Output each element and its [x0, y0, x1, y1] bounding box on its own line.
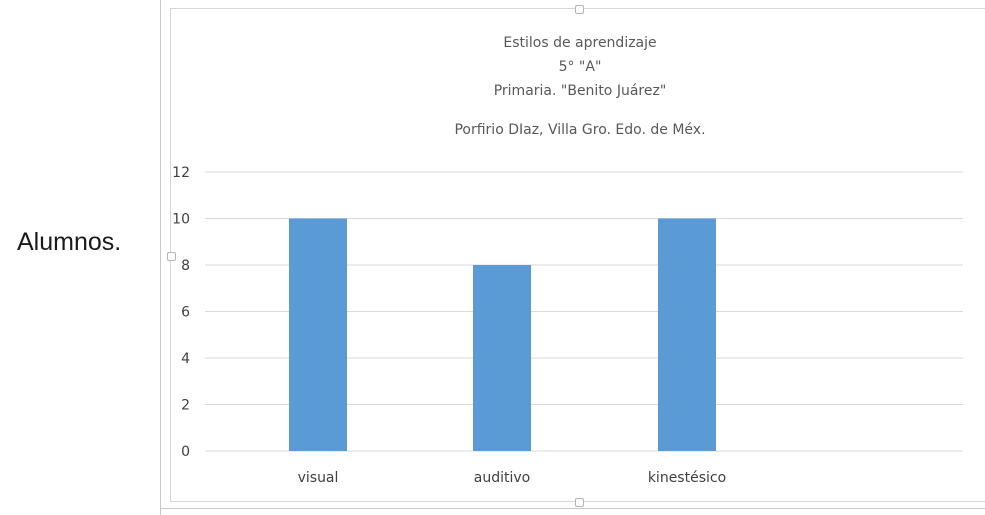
- chart-title-line-3: Primaria. "Benito Juárez": [494, 83, 667, 99]
- bars: [289, 218, 716, 452]
- chart-title-line-1: Estilos de aprendizaje: [503, 35, 656, 51]
- y-tick-label: 8: [181, 258, 190, 274]
- x-tick-label: auditivo: [474, 470, 530, 486]
- chart-frame[interactable]: [167, 5, 985, 507]
- resize-handle-left[interactable]: [167, 252, 176, 261]
- x-axis: visual auditivo kinestésico: [298, 470, 727, 486]
- y-tick-label: 12: [172, 165, 190, 181]
- y-tick-label: 2: [181, 398, 190, 414]
- resize-handle-bottom[interactable]: [575, 498, 584, 507]
- chart-title-line-4: Porfirio DIaz, Villa Gro. Edo. de Méx.: [454, 122, 705, 138]
- bar-auditivo[interactable]: [473, 265, 531, 451]
- y-tick-label: 4: [181, 351, 190, 367]
- ruler-bottom: [160, 508, 985, 509]
- ruler-left: [160, 0, 161, 515]
- y-tick-label: 0: [181, 444, 190, 460]
- y-axis: 0 2 4 6 8 10 12: [172, 165, 190, 460]
- y-tick-label: 6: [181, 305, 190, 321]
- y-tick-label: 10: [172, 212, 190, 228]
- chart-title: Estilos de aprendizaje 5° "A" Primaria. "B…: [454, 35, 705, 138]
- bar-visual[interactable]: [289, 218, 347, 452]
- chart-title-line-2: 5° "A": [559, 59, 602, 75]
- resize-handle-top[interactable]: [575, 5, 584, 14]
- x-tick-label: visual: [298, 470, 339, 486]
- side-label: Alumnos.: [17, 228, 122, 256]
- bar-kinestésico[interactable]: [658, 218, 716, 452]
- x-tick-label: kinestésico: [648, 470, 726, 486]
